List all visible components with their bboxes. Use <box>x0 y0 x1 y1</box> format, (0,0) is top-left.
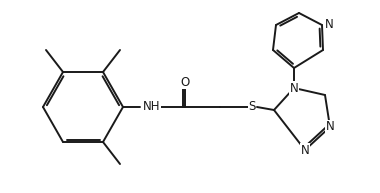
Text: N: N <box>290 81 298 95</box>
Text: S: S <box>248 101 256 113</box>
Text: O: O <box>180 75 190 89</box>
Text: N: N <box>326 120 334 134</box>
Text: NH: NH <box>143 101 161 113</box>
Text: N: N <box>325 19 334 31</box>
Text: N: N <box>301 144 309 157</box>
